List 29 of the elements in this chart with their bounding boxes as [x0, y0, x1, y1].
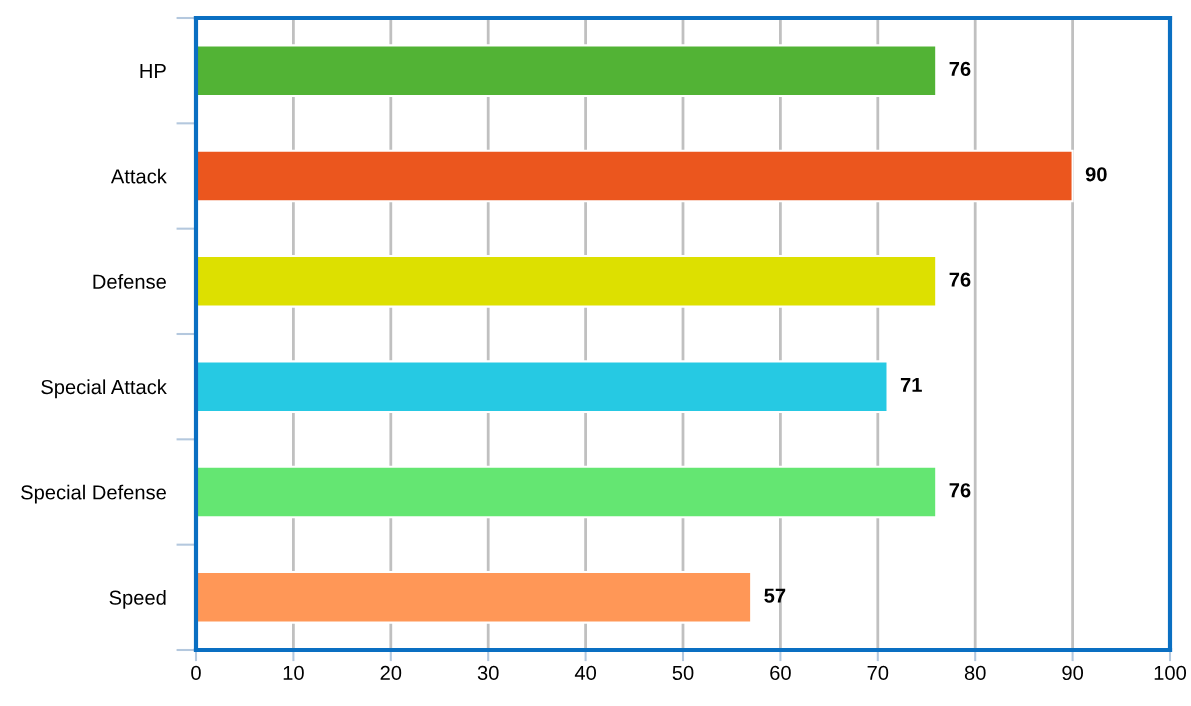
- x-tick-label: 80: [964, 665, 986, 681]
- x-tick-label: 0: [191, 665, 201, 681]
- x-tick-label: 30: [477, 665, 499, 681]
- y-tick-label: Special Defense: [21, 484, 166, 504]
- y-tick-label: Attack: [110, 168, 167, 184]
- bar: [196, 571, 753, 624]
- data-label: 90: [1085, 167, 1107, 182]
- bar: [196, 255, 938, 308]
- y-tick-label: Defense: [93, 274, 166, 289]
- x-tick-label: 60: [770, 665, 791, 681]
- x-tick-label: 90: [1062, 665, 1084, 681]
- y-tick-label: Special Attack: [41, 379, 167, 399]
- data-label: 76: [949, 483, 971, 498]
- bar: [196, 44, 938, 97]
- data-label: 71: [900, 378, 922, 392]
- x-tick-label: 10: [283, 665, 304, 681]
- data-label: 76: [949, 61, 971, 77]
- bar: [196, 465, 938, 519]
- y-tick-label: Speed: [109, 590, 166, 609]
- x-tick-label: 40: [574, 665, 597, 681]
- data-label: 57: [764, 588, 786, 603]
- bar: [196, 149, 1074, 203]
- bar: [196, 360, 889, 413]
- x-tick-label: 20: [380, 665, 402, 681]
- y-tick-label: HP: [140, 64, 166, 78]
- data-label: 76: [949, 272, 971, 287]
- x-tick-label: 50: [672, 665, 694, 681]
- x-tick-label: 100: [1154, 665, 1187, 681]
- x-tick-label: 70: [867, 665, 889, 681]
